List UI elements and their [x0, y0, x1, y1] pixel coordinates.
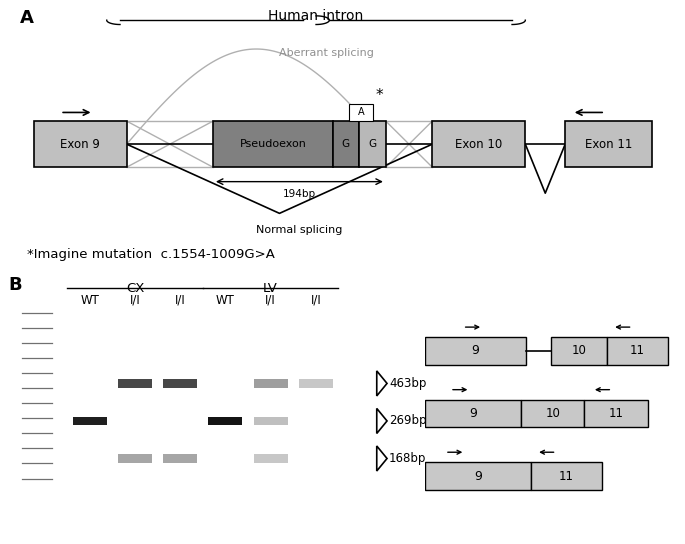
Bar: [73, 417, 107, 425]
Bar: [118, 379, 152, 388]
Text: Exon 9: Exon 9: [60, 138, 100, 151]
Text: Aberrant splicing: Aberrant splicing: [279, 48, 373, 58]
Bar: [253, 417, 288, 425]
Text: 9: 9: [469, 407, 477, 420]
Bar: [551, 337, 607, 364]
Text: Exon 10: Exon 10: [456, 138, 502, 151]
Text: Pseudoexon: Pseudoexon: [239, 139, 306, 149]
Bar: [584, 400, 648, 427]
Text: 10: 10: [572, 344, 587, 357]
Bar: [299, 379, 333, 388]
Bar: [349, 104, 373, 121]
Text: 9: 9: [471, 344, 480, 357]
Text: CX: CX: [126, 282, 144, 294]
Bar: [118, 454, 152, 463]
Text: I/I: I/I: [175, 294, 186, 307]
Bar: [163, 454, 197, 463]
Text: A: A: [21, 9, 34, 27]
Bar: [565, 121, 651, 167]
Text: 194bp: 194bp: [283, 189, 316, 199]
Text: *Imagine mutation  c.1554-1009G>A: *Imagine mutation c.1554-1009G>A: [27, 248, 275, 261]
Text: I/I: I/I: [129, 294, 140, 307]
Text: 9: 9: [474, 469, 482, 483]
Text: LV: LV: [263, 282, 278, 294]
Text: 463bp: 463bp: [389, 377, 427, 390]
Bar: [163, 379, 197, 388]
Text: Human intron: Human intron: [269, 9, 364, 23]
Text: I/I: I/I: [265, 294, 276, 307]
Text: G: G: [369, 139, 377, 149]
Bar: [359, 121, 386, 167]
Bar: [432, 121, 525, 167]
Bar: [213, 121, 333, 167]
Text: WT: WT: [80, 294, 99, 307]
Text: 11: 11: [630, 344, 645, 357]
Text: Normal splicing: Normal splicing: [256, 225, 342, 235]
Bar: [333, 121, 359, 167]
Bar: [253, 379, 288, 388]
Text: A: A: [358, 108, 364, 118]
Bar: [521, 400, 584, 427]
Text: 11: 11: [608, 407, 623, 420]
Text: 10: 10: [545, 407, 560, 420]
Bar: [34, 121, 127, 167]
Text: WT: WT: [216, 294, 235, 307]
Text: *: *: [375, 88, 383, 103]
Text: Exon 11: Exon 11: [585, 138, 632, 151]
Bar: [425, 400, 521, 427]
Bar: [425, 337, 526, 364]
Text: I/I: I/I: [310, 294, 321, 307]
Text: 11: 11: [559, 469, 574, 483]
Text: G: G: [342, 139, 350, 149]
Bar: [531, 462, 602, 490]
Text: B: B: [8, 276, 22, 294]
Text: 269bp: 269bp: [389, 415, 427, 428]
Bar: [253, 454, 288, 463]
Bar: [607, 337, 668, 364]
Bar: [208, 417, 242, 425]
Bar: [425, 462, 531, 490]
Text: 168bp: 168bp: [389, 452, 427, 465]
